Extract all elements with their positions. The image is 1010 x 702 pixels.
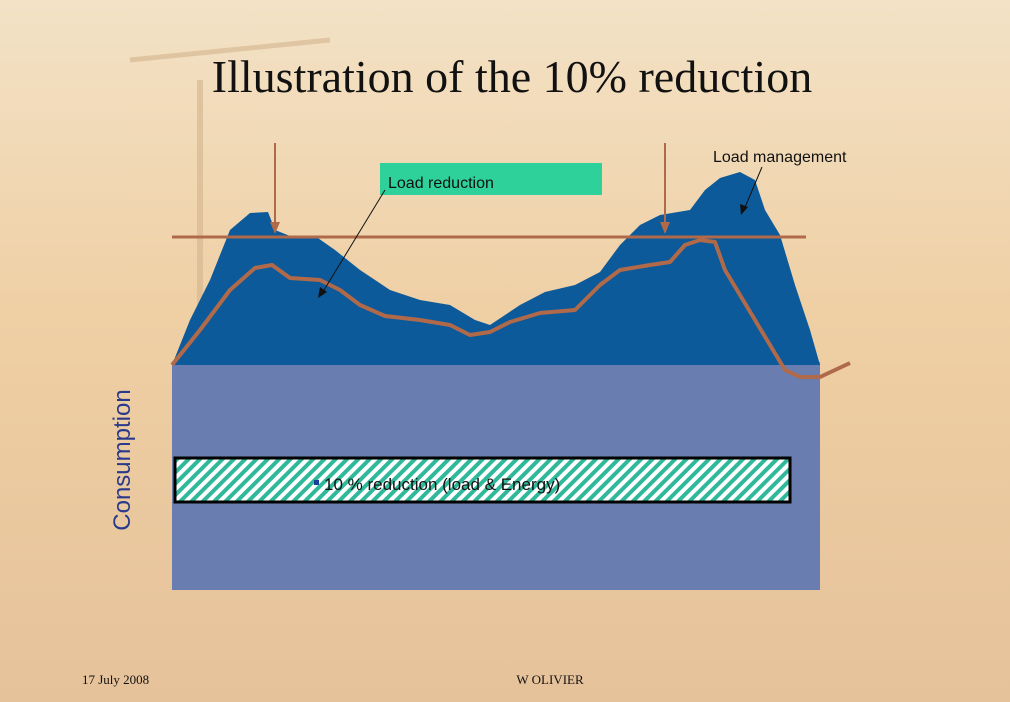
load-management-label: Load management (713, 149, 847, 166)
footer-date: 17 July 2008 (82, 672, 149, 687)
load-reduction-label: Load reduction (388, 175, 494, 192)
bullet (314, 480, 319, 485)
slide: Illustration of the 10% reduction Load r… (0, 0, 1010, 702)
page: Illustration of the 10% reduction Load r… (0, 0, 1010, 702)
consumption-label: Consumption (109, 389, 136, 530)
footer-author: W OLIVIER (516, 672, 584, 687)
reduction-label: 10 % reduction (load & Energy) (324, 475, 560, 494)
title: Illustration of the 10% reduction (212, 51, 812, 102)
